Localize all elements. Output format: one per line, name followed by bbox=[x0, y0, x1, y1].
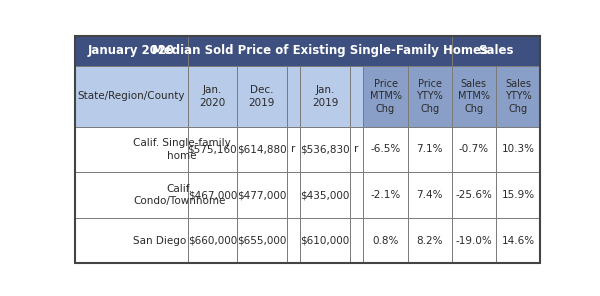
Text: Sales
YTY%
Chg: Sales YTY% Chg bbox=[505, 79, 532, 114]
Bar bbox=[407, 218, 452, 263]
Text: $435,000: $435,000 bbox=[301, 190, 350, 200]
Text: $655,000: $655,000 bbox=[237, 236, 287, 246]
Text: Sales
MTM%
Chg: Sales MTM% Chg bbox=[458, 79, 490, 114]
Bar bbox=[75, 66, 188, 127]
Bar bbox=[75, 36, 188, 66]
Bar bbox=[287, 172, 300, 218]
Bar bbox=[364, 127, 407, 172]
Bar bbox=[452, 36, 540, 66]
Text: $536,830: $536,830 bbox=[300, 144, 350, 155]
Bar bbox=[287, 127, 300, 172]
Text: State/Region/County: State/Region/County bbox=[77, 91, 185, 102]
Bar bbox=[237, 66, 287, 127]
Text: Jan.
2020: Jan. 2020 bbox=[199, 85, 226, 108]
Text: -25.6%: -25.6% bbox=[455, 190, 492, 200]
Text: San Diego: San Diego bbox=[133, 236, 187, 246]
Text: 0.8%: 0.8% bbox=[373, 236, 398, 246]
Bar bbox=[188, 172, 237, 218]
Bar bbox=[407, 172, 452, 218]
Text: 7.4%: 7.4% bbox=[416, 190, 443, 200]
Bar bbox=[496, 127, 540, 172]
Bar bbox=[287, 66, 300, 127]
Bar bbox=[75, 172, 188, 218]
Bar bbox=[452, 218, 496, 263]
Bar bbox=[237, 172, 287, 218]
Text: $575,160: $575,160 bbox=[188, 144, 237, 155]
Bar bbox=[496, 66, 540, 127]
Text: $614,880: $614,880 bbox=[237, 144, 287, 155]
Bar bbox=[300, 172, 350, 218]
Text: 8.2%: 8.2% bbox=[416, 236, 443, 246]
Text: 10.3%: 10.3% bbox=[502, 144, 535, 155]
Bar bbox=[452, 127, 496, 172]
Text: Calif. Single-family
home: Calif. Single-family home bbox=[133, 138, 231, 161]
Bar bbox=[287, 218, 300, 263]
Text: Dec.
2019: Dec. 2019 bbox=[248, 85, 275, 108]
Text: Price
MTM%
Chg: Price MTM% Chg bbox=[370, 79, 401, 114]
Bar bbox=[496, 172, 540, 218]
Bar bbox=[364, 172, 407, 218]
Text: $467,000: $467,000 bbox=[188, 190, 237, 200]
Text: -2.1%: -2.1% bbox=[370, 190, 401, 200]
Bar bbox=[188, 218, 237, 263]
Text: January 2020: January 2020 bbox=[88, 44, 175, 57]
Bar bbox=[452, 172, 496, 218]
Bar bbox=[188, 66, 237, 127]
Bar bbox=[407, 66, 452, 127]
Bar bbox=[364, 66, 407, 127]
Text: Price
YTY%
Chg: Price YTY% Chg bbox=[416, 79, 443, 114]
Bar bbox=[237, 218, 287, 263]
Bar bbox=[496, 218, 540, 263]
Bar bbox=[350, 127, 364, 172]
Bar bbox=[75, 218, 188, 263]
Text: r: r bbox=[291, 144, 296, 155]
Text: $660,000: $660,000 bbox=[188, 236, 237, 246]
Text: $610,000: $610,000 bbox=[301, 236, 350, 246]
Text: $477,000: $477,000 bbox=[237, 190, 287, 200]
Bar bbox=[364, 218, 407, 263]
Bar bbox=[300, 127, 350, 172]
Text: Sales: Sales bbox=[478, 44, 514, 57]
Bar bbox=[350, 66, 364, 127]
Text: 15.9%: 15.9% bbox=[502, 190, 535, 200]
Bar bbox=[350, 218, 364, 263]
Text: -6.5%: -6.5% bbox=[370, 144, 401, 155]
Bar bbox=[75, 127, 188, 172]
Bar bbox=[350, 172, 364, 218]
Bar bbox=[188, 36, 452, 66]
Text: 7.1%: 7.1% bbox=[416, 144, 443, 155]
Text: -0.7%: -0.7% bbox=[459, 144, 489, 155]
Text: Calif.
Condo/Townhome: Calif. Condo/Townhome bbox=[133, 184, 226, 207]
Bar bbox=[188, 127, 237, 172]
Bar bbox=[237, 127, 287, 172]
Text: -19.0%: -19.0% bbox=[455, 236, 492, 246]
Text: 14.6%: 14.6% bbox=[502, 236, 535, 246]
Text: r: r bbox=[355, 144, 359, 155]
Bar bbox=[407, 127, 452, 172]
Text: Median Sold Price of Existing Single-Family Homes: Median Sold Price of Existing Single-Fam… bbox=[152, 44, 488, 57]
Bar bbox=[300, 218, 350, 263]
Text: Jan.
2019: Jan. 2019 bbox=[312, 85, 338, 108]
Bar bbox=[452, 66, 496, 127]
Bar bbox=[300, 66, 350, 127]
